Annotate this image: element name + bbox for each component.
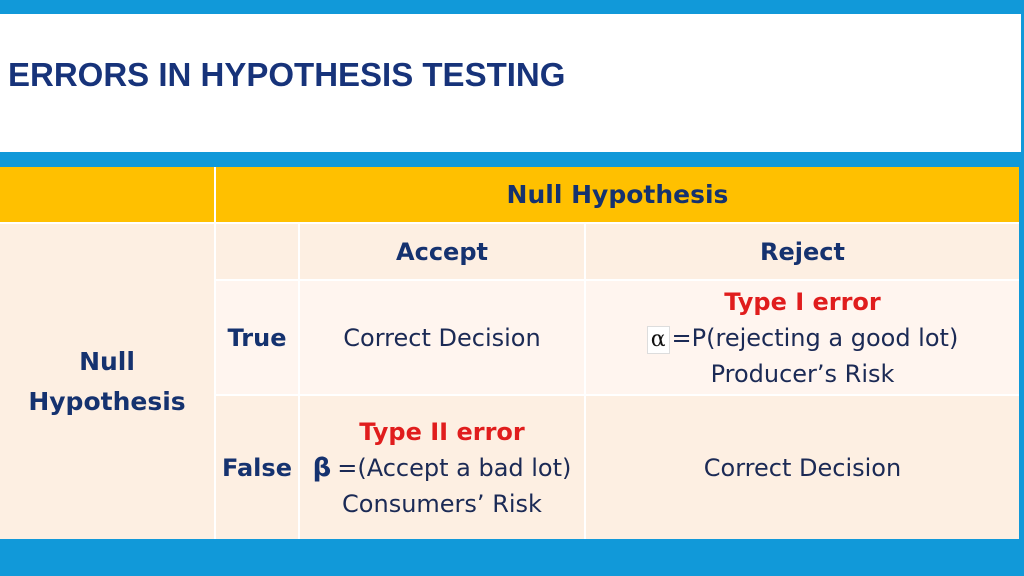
row-header-cell: Null Hypothesis: [0, 224, 214, 539]
true-row-label-cell: True: [216, 281, 298, 394]
false-row-label: False: [222, 453, 292, 482]
consumers-risk-text: Consumers’ Risk: [342, 489, 542, 518]
true-accept-cell: Correct Decision: [300, 281, 584, 394]
sub-header-empty-cell: [216, 224, 298, 279]
correct-decision-text: Correct Decision: [703, 453, 902, 482]
top-header-label: Null Hypothesis: [506, 179, 729, 209]
slide-title: ERRORS IN HYPOTHESIS TESTING: [8, 56, 566, 93]
type-two-error-definition: =(Accept a bad lot): [337, 453, 572, 482]
type-one-error-definition: =P(rejecting a good lot): [671, 323, 959, 352]
type-one-error-label: Type I error: [724, 287, 881, 316]
top-header-cell: Null Hypothesis: [216, 167, 1019, 222]
reject-header-cell: Reject: [586, 224, 1019, 279]
beta-symbol: β: [312, 452, 332, 483]
row-header-label: Null Hypothesis: [28, 346, 186, 416]
table-corner-cell: [0, 167, 214, 222]
title-band: [0, 14, 1021, 152]
accept-header-label: Accept: [396, 237, 488, 266]
correct-decision-text: Correct Decision: [343, 323, 541, 352]
reject-header-label: Reject: [760, 237, 845, 266]
type-two-error-cell: Type II error β =(Accept a bad lot) Consu…: [300, 396, 584, 539]
true-row-label: True: [227, 323, 287, 352]
false-row-label-cell: False: [216, 396, 298, 539]
false-reject-cell: Correct Decision: [586, 396, 1019, 539]
type-one-error-cell: Type I error α =P(rejecting a good lot) P…: [586, 281, 1019, 394]
alpha-symbol: α: [646, 325, 670, 354]
producers-risk-text: Producer’s Risk: [710, 359, 895, 388]
type-two-error-label: Type II error: [359, 417, 525, 446]
hypothesis-error-table: Null Hypothesis Null Hypothesis Accept R…: [0, 167, 1019, 539]
accept-header-cell: Accept: [300, 224, 584, 279]
